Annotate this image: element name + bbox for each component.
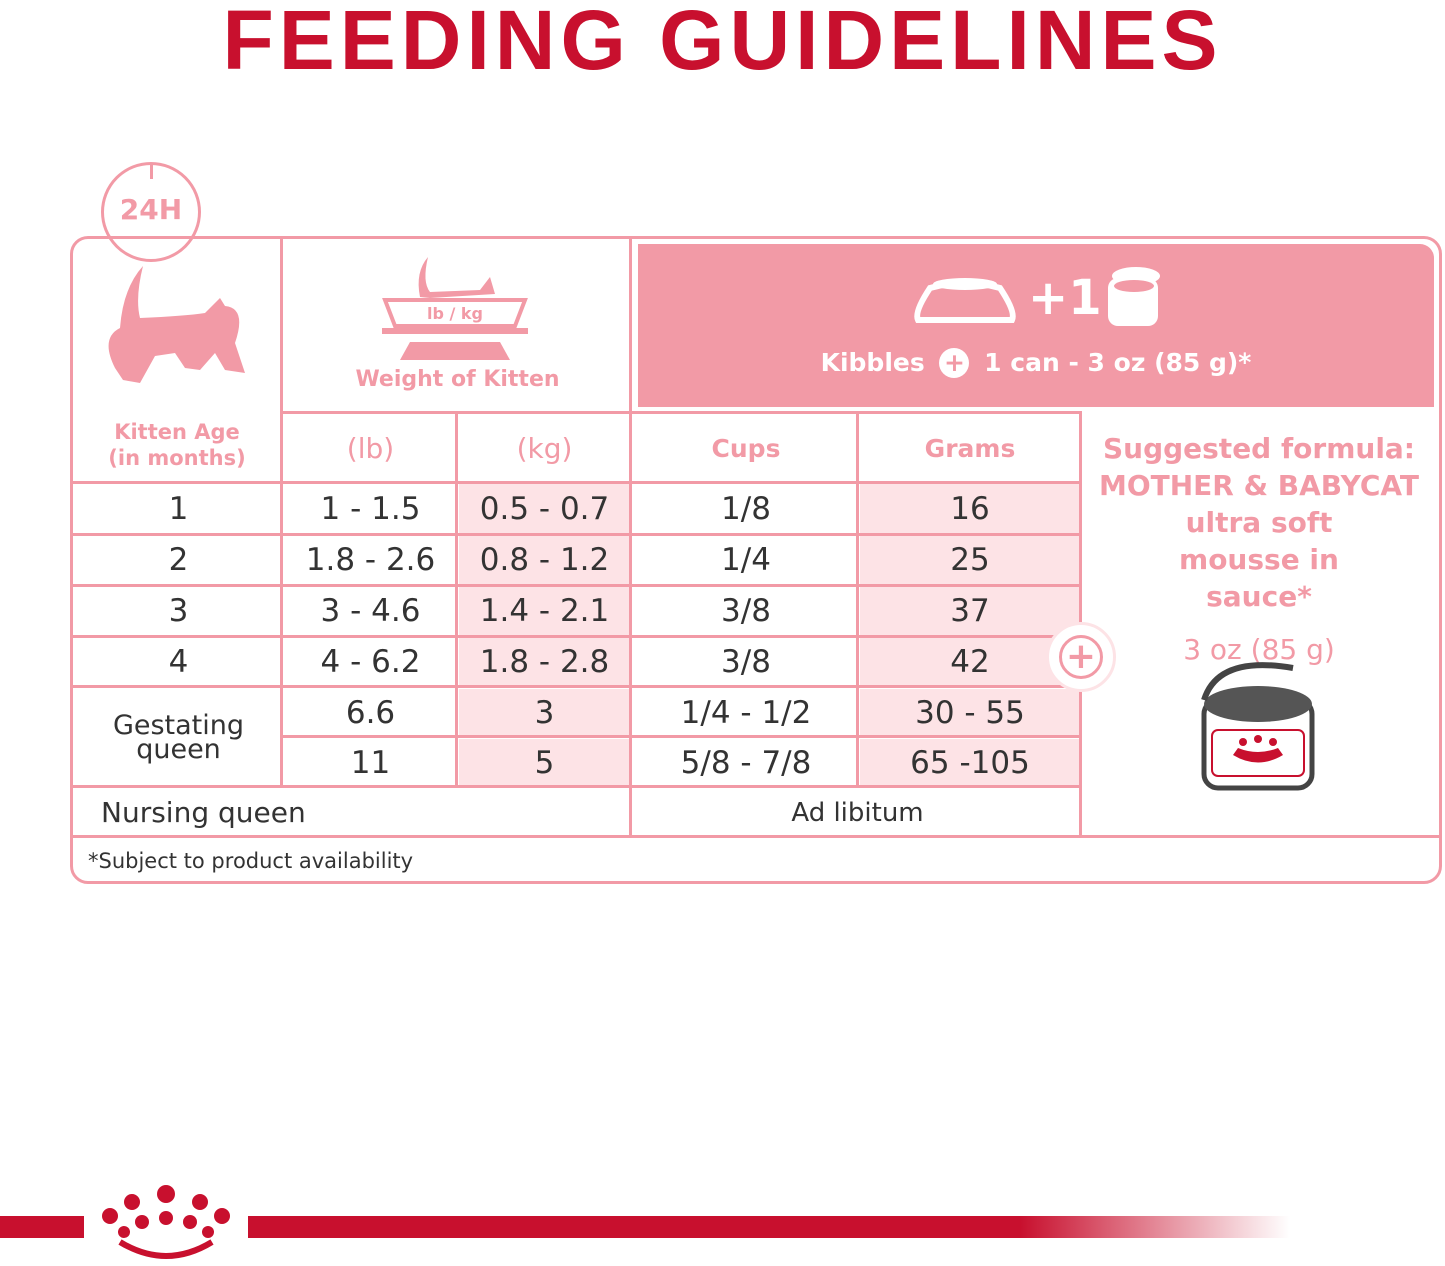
cups-header: Cups bbox=[711, 434, 781, 463]
kibbles-can-banner: +1 Kibbles + 1 can - 3 oz (85 g)* bbox=[638, 244, 1434, 407]
kitten-icon bbox=[108, 266, 245, 383]
clock-24h-icon: 24H bbox=[101, 162, 201, 262]
grid-line bbox=[455, 413, 458, 786]
suggested-formula: Suggested formula: MOTHER & BABYCAT ultr… bbox=[1084, 430, 1434, 668]
nursing-value: Ad libitum bbox=[791, 797, 924, 828]
grid-line bbox=[72, 481, 1080, 484]
cell-kg: 0.8 - 1.2 bbox=[459, 536, 630, 584]
cell-cups: 1/8 bbox=[721, 490, 771, 527]
cell-lb: 11 bbox=[350, 744, 391, 781]
plus-icon: + bbox=[939, 348, 970, 378]
grid-line bbox=[856, 413, 859, 786]
brand-bar bbox=[0, 1216, 1290, 1238]
cell-age: 1 bbox=[168, 490, 189, 527]
weight-header: Weight of Kitten bbox=[355, 366, 560, 392]
cell-age: 4 bbox=[168, 644, 189, 680]
footnote: *Subject to product availability bbox=[88, 849, 414, 873]
grid-line bbox=[72, 835, 1440, 838]
grid-line bbox=[280, 238, 283, 786]
nursing-label: Nursing queen bbox=[101, 796, 306, 829]
grid-line bbox=[72, 533, 1080, 536]
lb-header: (lb) bbox=[346, 432, 395, 465]
bowl-icon bbox=[914, 278, 1016, 323]
can-icon bbox=[1201, 662, 1315, 791]
cell-grams: 65 -105 bbox=[860, 739, 1080, 786]
grid-line bbox=[282, 735, 1080, 738]
cell-lb: 6.6 bbox=[345, 694, 396, 731]
plus-icon: + bbox=[1046, 622, 1116, 692]
cell-kg: 0.5 - 0.7 bbox=[459, 484, 630, 533]
cell-lb: 4 - 6.2 bbox=[320, 644, 421, 680]
cell-kg: 1.8 - 2.8 bbox=[459, 638, 630, 686]
cell-grams: 25 bbox=[860, 536, 1080, 584]
can-label: 1 can - 3 oz (85 g)* bbox=[984, 348, 1252, 377]
scale-label: lb / kg bbox=[427, 304, 483, 323]
cell-kg: 5 bbox=[459, 739, 630, 786]
can-icon bbox=[1108, 267, 1160, 326]
grid-line bbox=[632, 411, 1082, 414]
badge-24h: 24H bbox=[119, 193, 183, 226]
cell-age: Gestating queen bbox=[112, 709, 245, 765]
age-header: Kitten Age (in months) bbox=[108, 420, 246, 470]
scale-icon: lb / kg bbox=[382, 257, 528, 360]
cell-age: 3 bbox=[168, 593, 189, 629]
grid-line bbox=[72, 685, 1080, 688]
feeding-table bbox=[70, 236, 1442, 884]
cell-cups: 1/4 - 1/2 bbox=[680, 694, 812, 731]
cell-grams: 30 - 55 bbox=[860, 689, 1080, 736]
page-title: FEEDING GUIDELINES bbox=[222, 0, 1223, 87]
grid-line bbox=[629, 238, 632, 836]
cell-kg: 1.4 - 2.1 bbox=[459, 587, 630, 635]
cell-grams: 16 bbox=[860, 484, 1080, 533]
cell-cups: 1/4 bbox=[721, 542, 771, 578]
formula-amount: 3 oz (85 g) bbox=[1183, 633, 1335, 666]
cell-cups: 3/8 bbox=[721, 593, 771, 629]
cell-grams: 42 bbox=[860, 638, 1080, 686]
plus-one-label: +1 bbox=[1028, 270, 1102, 326]
cell-age: 2 bbox=[168, 542, 189, 578]
cell-cups: 3/8 bbox=[721, 644, 771, 680]
grid-line bbox=[72, 584, 1080, 587]
cell-cups: 5/8 - 7/8 bbox=[680, 744, 812, 781]
cell-kg: 3 bbox=[459, 689, 630, 736]
crown-logo bbox=[84, 1180, 248, 1262]
cell-lb: 1 - 1.5 bbox=[320, 490, 421, 527]
grid-line bbox=[72, 635, 1080, 638]
cell-lb: 1.8 - 2.6 bbox=[305, 542, 436, 578]
formula-product: MOTHER & BABYCAT bbox=[1098, 469, 1420, 502]
cell-grams: 37 bbox=[860, 587, 1080, 635]
kg-header: (kg) bbox=[516, 432, 573, 465]
cell-lb: 3 - 4.6 bbox=[320, 593, 421, 629]
grid-line bbox=[72, 785, 1080, 788]
kibbles-label: Kibbles bbox=[820, 348, 925, 377]
formula-heading: Suggested formula: bbox=[1102, 432, 1416, 465]
formula-desc: ultra soft mousse in sauce* bbox=[1179, 506, 1339, 613]
grams-header: Grams bbox=[924, 434, 1016, 463]
grid-line bbox=[282, 411, 632, 414]
